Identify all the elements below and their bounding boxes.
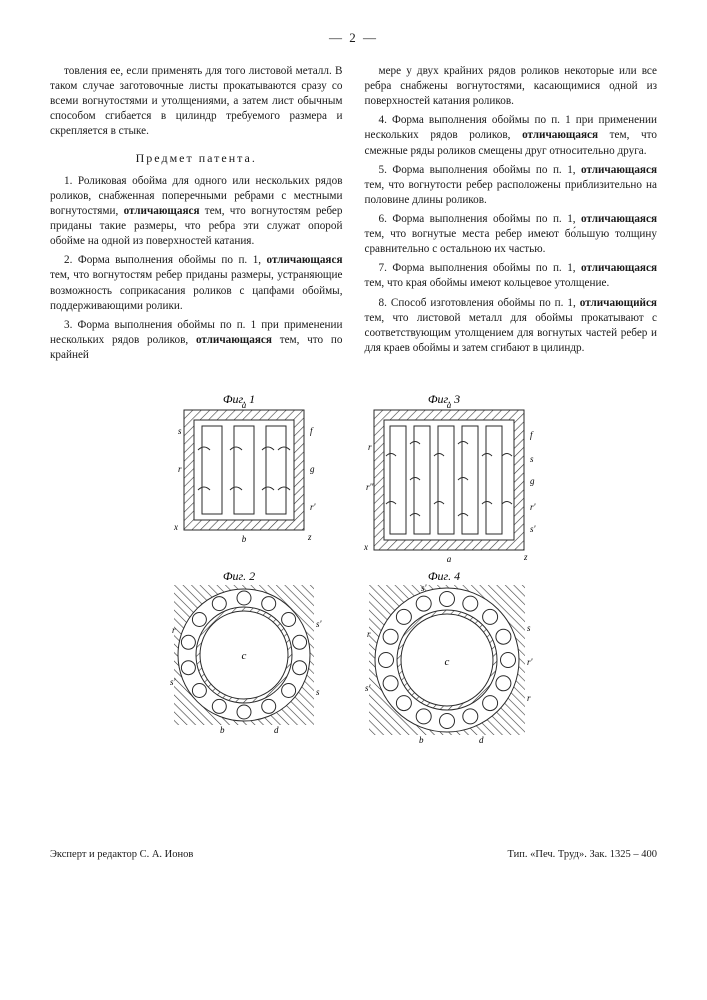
right-p4-a: 6. Форма выполнения обоймы по п. 1,	[379, 213, 582, 225]
svg-text:d: d	[274, 725, 279, 735]
svg-text:z: z	[307, 532, 312, 542]
footer-print: Тип. «Печ. Труд». Зак. 1325 – 400	[508, 849, 657, 860]
right-p2: 4. Форма выполнения обоймы по п. 1 при п…	[365, 113, 658, 158]
fig1-label: Фиг. 1	[222, 392, 254, 406]
right-p6-c: тем, что листовой металл для обоймы прок…	[365, 312, 658, 354]
svg-text:r': r'	[530, 502, 537, 512]
svg-text:s': s'	[316, 619, 323, 629]
svg-text:z: z	[523, 552, 528, 562]
fig3-drawing: a r r'' x f s g r' s' a z	[363, 400, 537, 564]
svg-text:a: a	[241, 400, 246, 410]
svg-text:s': s'	[530, 524, 537, 534]
svg-text:c: c	[444, 656, 449, 668]
right-p6: 8. Способ изготовления обоймы по п. 1, о…	[365, 296, 658, 356]
left-p3-a: 2. Форма выполнения обоймы по п. 1,	[64, 254, 267, 266]
right-p4-b: отличающаяся	[581, 213, 657, 225]
svg-text:x: x	[173, 522, 178, 532]
svg-text:b: b	[220, 725, 225, 735]
svg-text:r'': r''	[366, 482, 374, 492]
column-left: товления ее, если применять для того лис…	[50, 64, 343, 367]
right-p2-b: отличающаяся	[522, 129, 598, 141]
right-p5: 7. Форма выполнения обоймы по п. 1, отли…	[365, 261, 658, 291]
left-p4: 3. Форма выполнения обоймы по п. 1 при п…	[50, 318, 343, 363]
page-number: — 2 —	[50, 30, 657, 46]
column-right: мере у двух крайних рядов роликов некото…	[365, 64, 658, 367]
svg-text:f: f	[530, 430, 534, 440]
fig4-label: Фиг. 4	[427, 569, 459, 583]
svg-text:r: r	[178, 464, 182, 474]
right-p5-a: 7. Форма выполнения обоймы по п. 1,	[379, 262, 582, 274]
right-p5-b: отличающаяся	[581, 262, 657, 274]
left-p4-b: отличающаяся	[196, 334, 272, 346]
svg-text:r: r	[172, 625, 176, 635]
footer: Эксперт и редактор С. А. Ионов Тип. «Печ…	[50, 849, 657, 860]
footer-editor: Эксперт и редактор С. А. Ионов	[50, 849, 193, 860]
right-p4-c: тем, что вогнутые места ребер имеют бо́л…	[365, 228, 658, 255]
svg-text:r: r	[367, 629, 371, 639]
fig2-label: Фиг. 2	[222, 569, 254, 583]
svg-text:s: s	[527, 623, 531, 633]
svg-text:s: s	[530, 454, 534, 464]
svg-text:c: c	[241, 650, 246, 662]
svg-text:g: g	[310, 464, 315, 474]
fig3-label: Фиг. 3	[427, 392, 459, 406]
right-p3: 5. Форма выполнения обоймы по п. 1, отли…	[365, 163, 658, 208]
right-p6-a: 8. Способ изготовления обоймы по п. 1,	[379, 297, 580, 309]
svg-text:a: a	[446, 554, 451, 564]
right-p3-b: отличающаяся	[581, 164, 657, 176]
left-p3-b: отличающаяся	[267, 254, 343, 266]
right-p3-c: тем, что вогнутости ребер расположены пр…	[365, 179, 658, 206]
svg-text:r: r	[368, 442, 372, 452]
figures-svg: Фиг. 1 a s	[144, 385, 564, 745]
svg-text:b: b	[419, 735, 424, 745]
fig2-drawing: c r s' s' s b d	[170, 585, 323, 735]
svg-text:b: b	[241, 534, 246, 544]
svg-text:s: s	[316, 687, 320, 697]
left-p2: 1. Роликовая обойма для одного или неско…	[50, 174, 343, 250]
fig4-drawing: c r s' s r' r b d s'	[365, 583, 534, 745]
fig1-drawing: a s r x f g r' b z	[173, 400, 317, 544]
svg-text:a: a	[446, 400, 451, 410]
svg-text:d: d	[479, 735, 484, 745]
body-columns: товления ее, если применять для того лис…	[50, 64, 657, 367]
svg-text:r': r'	[310, 502, 317, 512]
svg-text:f: f	[310, 426, 314, 436]
left-p3: 2. Форма выполнения обоймы по п. 1, отли…	[50, 253, 343, 313]
right-p3-a: 5. Форма выполнения обоймы по п. 1,	[379, 164, 582, 176]
right-p5-c: тем, что края обоймы имеют кольцевое уто…	[365, 277, 610, 289]
left-p2-b: отличающаяся	[124, 205, 200, 217]
right-p4: 6. Форма выполнения обоймы по п. 1, отли…	[365, 212, 658, 257]
svg-text:g: g	[530, 476, 535, 486]
svg-text:r: r	[527, 693, 531, 703]
svg-text:s: s	[178, 426, 182, 436]
right-p1: мере у двух крайних рядов роликов некото…	[365, 64, 658, 109]
figures-block: Фиг. 1 a s	[50, 385, 657, 745]
left-p1: товления ее, если применять для того лис…	[50, 64, 343, 140]
right-p6-b: отличающийся	[580, 297, 657, 309]
svg-text:r': r'	[527, 657, 534, 667]
left-p3-c: тем, что вогнутостям ребер приданы разме…	[50, 269, 343, 311]
patent-subject-heading: Предмет патента.	[50, 150, 343, 166]
svg-text:x: x	[363, 542, 368, 552]
